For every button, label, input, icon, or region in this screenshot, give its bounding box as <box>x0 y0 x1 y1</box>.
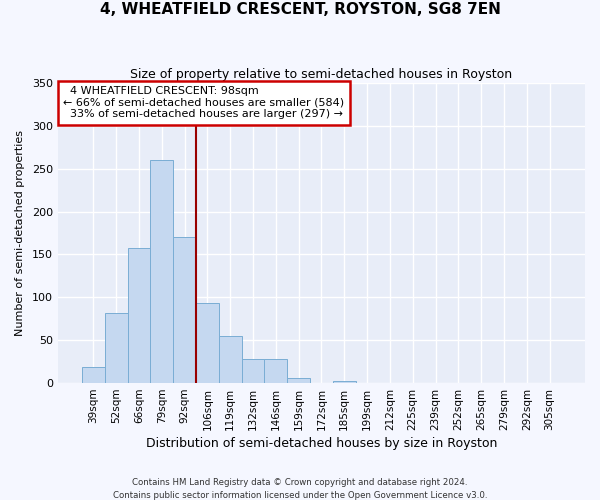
Bar <box>242 359 265 383</box>
Y-axis label: Number of semi-detached properties: Number of semi-detached properties <box>15 130 25 336</box>
Bar <box>196 304 219 383</box>
Text: 4, WHEATFIELD CRESCENT, ROYSTON, SG8 7EN: 4, WHEATFIELD CRESCENT, ROYSTON, SG8 7EN <box>100 2 500 18</box>
Text: 4 WHEATFIELD CRESCENT: 98sqm
← 66% of semi-detached houses are smaller (584)
  3: 4 WHEATFIELD CRESCENT: 98sqm ← 66% of se… <box>63 86 344 120</box>
Bar <box>287 378 310 383</box>
Bar <box>151 160 173 383</box>
Bar <box>219 336 242 383</box>
Text: Contains HM Land Registry data © Crown copyright and database right 2024.
Contai: Contains HM Land Registry data © Crown c… <box>113 478 487 500</box>
Bar <box>333 382 356 383</box>
Bar <box>173 238 196 383</box>
Bar <box>128 248 151 383</box>
Title: Size of property relative to semi-detached houses in Royston: Size of property relative to semi-detach… <box>130 68 512 80</box>
Bar <box>105 313 128 383</box>
Bar <box>265 359 287 383</box>
X-axis label: Distribution of semi-detached houses by size in Royston: Distribution of semi-detached houses by … <box>146 437 497 450</box>
Bar <box>82 367 105 383</box>
